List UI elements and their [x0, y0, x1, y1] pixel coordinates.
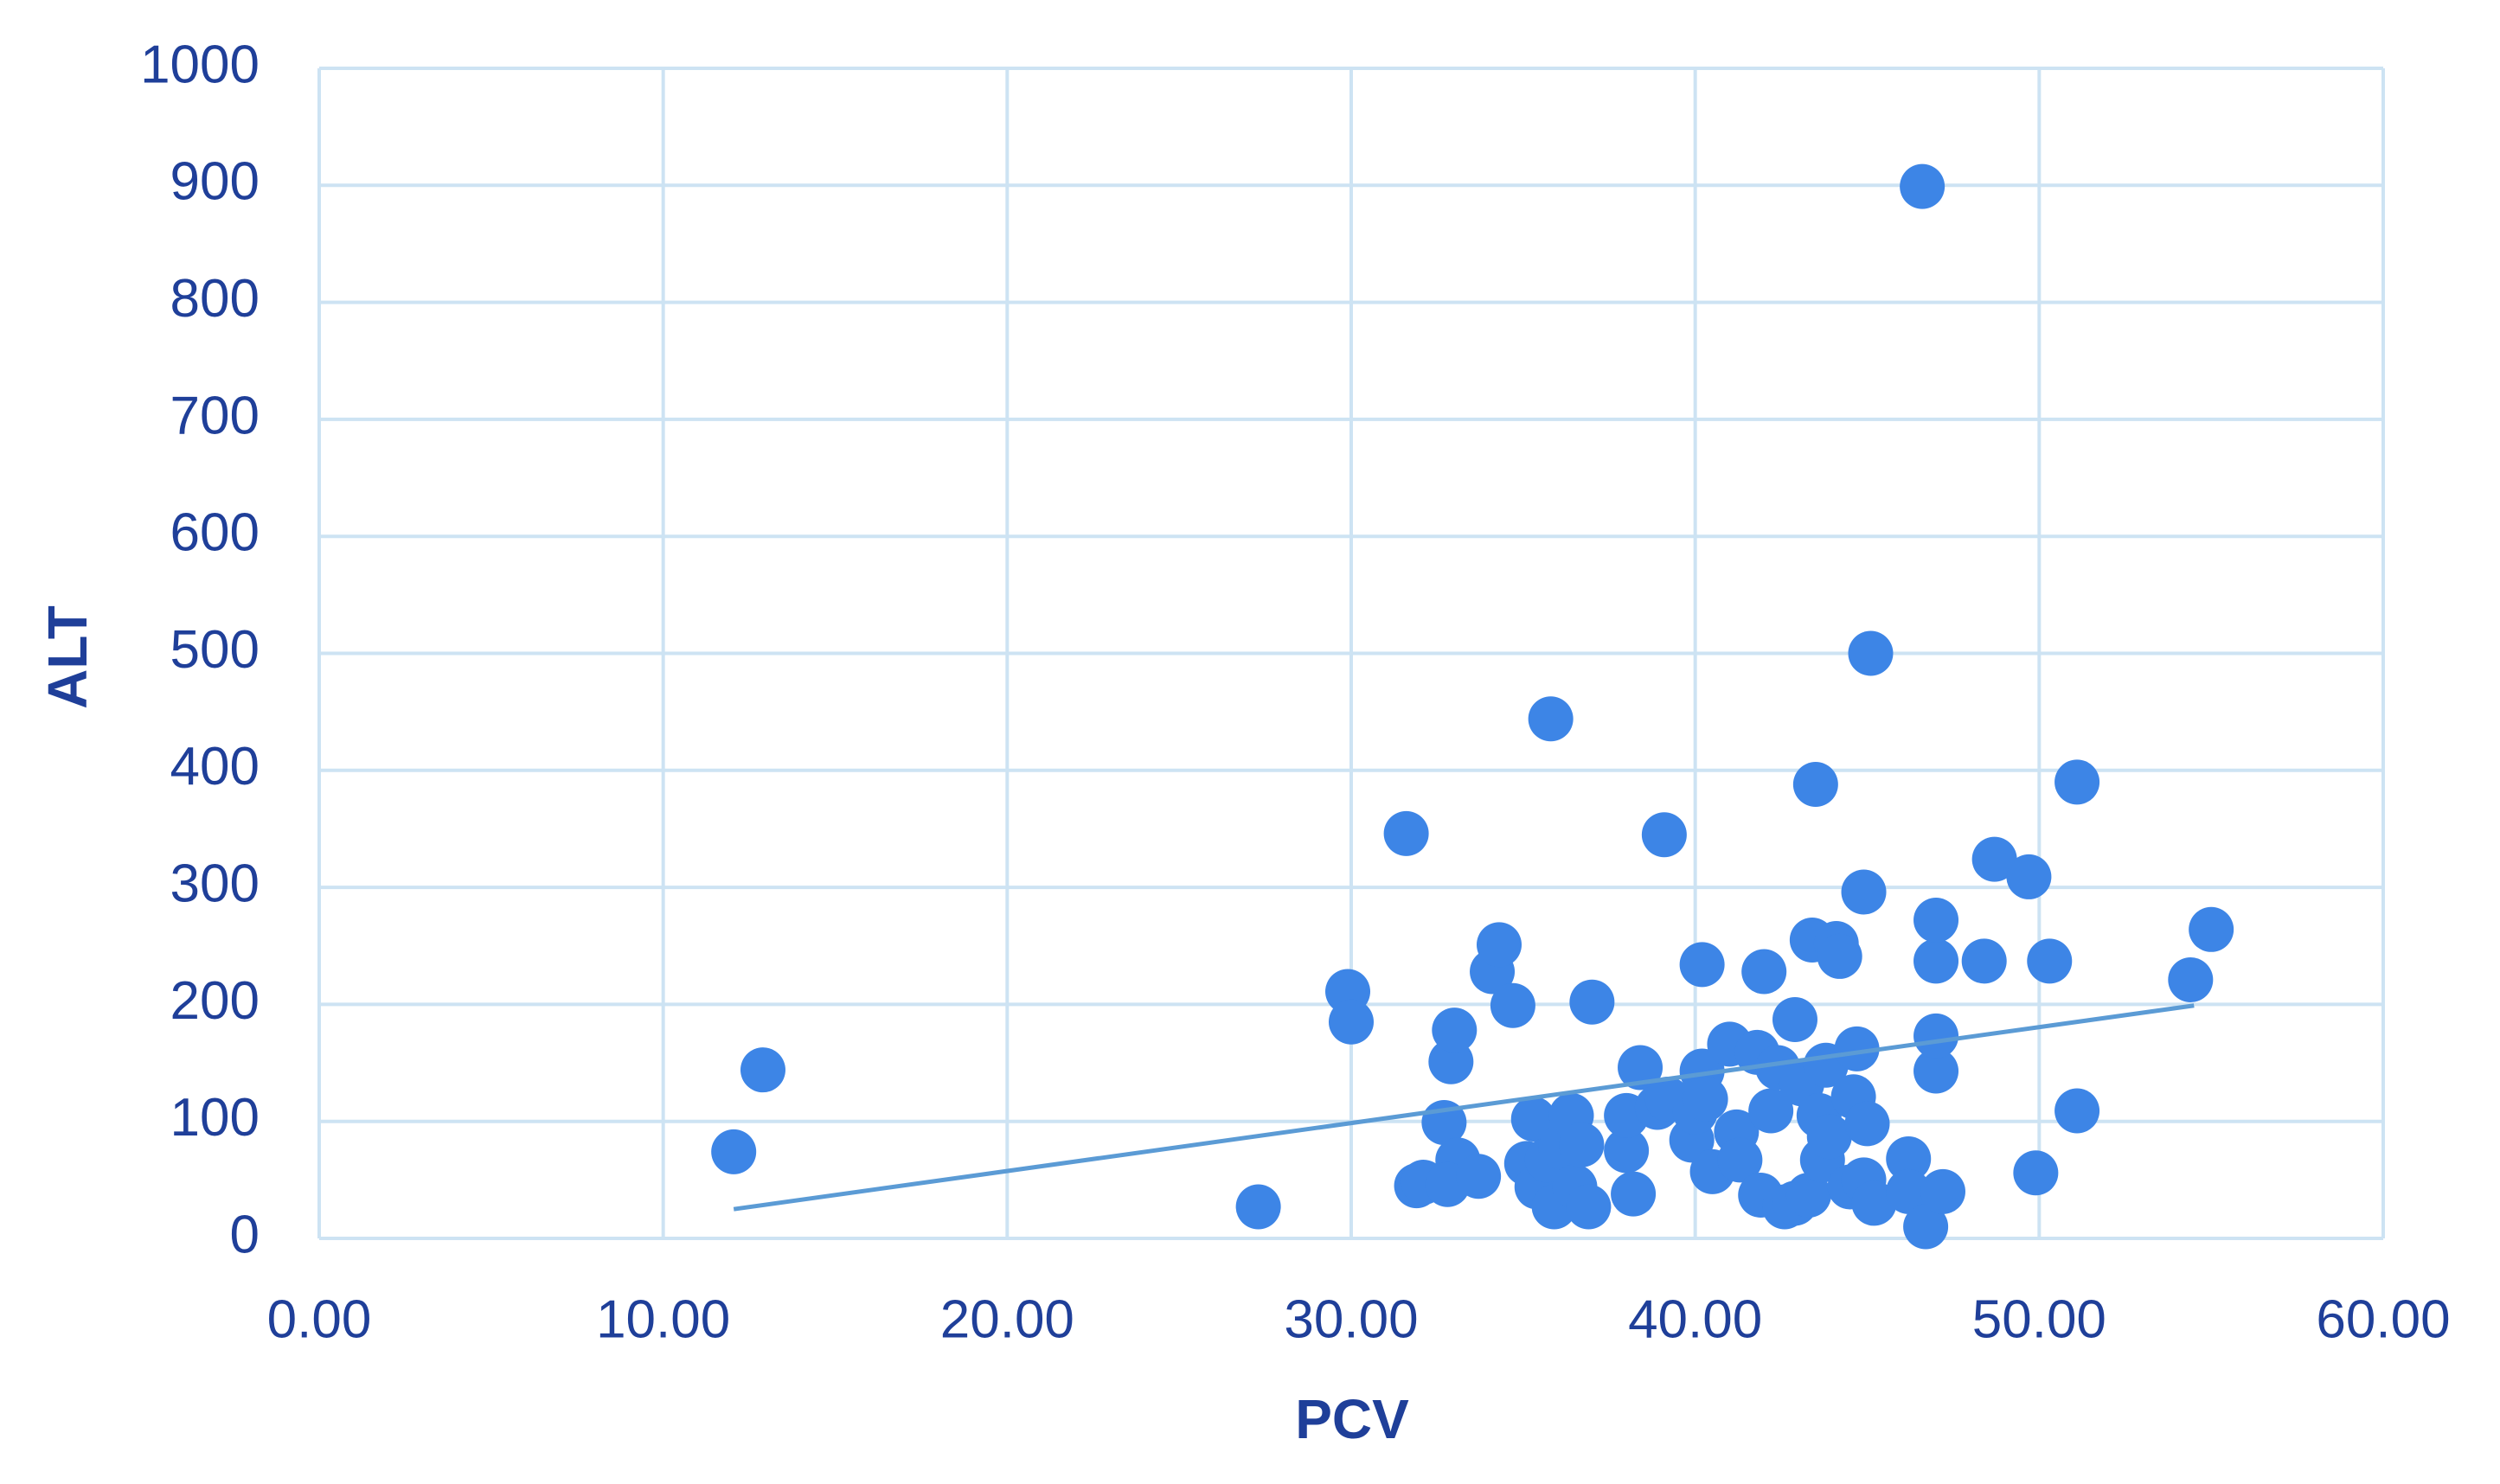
point — [1961, 938, 2007, 984]
point — [1748, 1088, 1794, 1134]
point — [2006, 854, 2052, 899]
point — [1841, 869, 1887, 915]
y-tick-label: 0 — [230, 1205, 260, 1264]
point — [1900, 163, 1946, 209]
point — [2189, 906, 2234, 952]
y-axis-title: ALT — [36, 605, 99, 709]
x-axis-title: PCV — [1295, 1388, 1409, 1450]
point — [1383, 810, 1429, 856]
point — [1920, 1168, 1965, 1214]
point — [1834, 1026, 1880, 1071]
point — [1559, 1122, 1605, 1167]
y-tick-label: 400 — [170, 737, 260, 796]
point — [740, 1047, 785, 1093]
point — [2027, 938, 2073, 984]
y-tick-label: 600 — [170, 503, 260, 563]
y-tick-label: 900 — [170, 152, 260, 212]
point — [1913, 1048, 1959, 1094]
y-tick-label: 100 — [170, 1088, 260, 1148]
point — [1792, 762, 1838, 808]
point — [1886, 1168, 1932, 1214]
point — [1903, 1204, 1949, 1250]
point — [1641, 812, 1687, 858]
point — [1235, 1184, 1281, 1230]
x-tick-label: 30.00 — [1284, 1289, 1418, 1349]
point — [1806, 1114, 1852, 1160]
point — [2054, 759, 2100, 805]
point — [2168, 956, 2214, 1002]
point — [1476, 922, 1522, 968]
point — [1329, 999, 1374, 1045]
point — [2013, 1150, 2059, 1196]
y-tick-label: 300 — [170, 854, 260, 913]
x-tick-label: 60.00 — [2316, 1289, 2450, 1349]
y-tick-label: 700 — [170, 386, 260, 445]
point — [1679, 942, 1725, 988]
point — [1913, 897, 1959, 943]
point — [1456, 1154, 1502, 1199]
point — [1432, 1007, 1478, 1053]
point — [1772, 996, 1817, 1042]
point — [1611, 1171, 1657, 1217]
point — [1785, 1172, 1831, 1218]
point — [1741, 949, 1787, 995]
point — [1817, 933, 1862, 979]
point — [1971, 836, 2017, 882]
x-tick-label: 50.00 — [1972, 1289, 2106, 1349]
x-tick-label: 20.00 — [940, 1289, 1074, 1349]
point — [1886, 1135, 1932, 1181]
x-tick-label: 10.00 — [596, 1289, 730, 1349]
x-tick-label: 0.00 — [267, 1289, 372, 1349]
y-tick-label: 800 — [170, 269, 260, 329]
point — [1618, 1045, 1663, 1091]
point — [1848, 630, 1894, 676]
point — [1569, 979, 1615, 1025]
point — [711, 1129, 757, 1174]
point — [2054, 1088, 2100, 1134]
point — [1683, 1076, 1728, 1122]
point — [1510, 1096, 1556, 1142]
point — [1528, 696, 1574, 742]
point — [1490, 982, 1535, 1028]
point — [1851, 1180, 1897, 1226]
y-tick-label: 200 — [170, 971, 260, 1031]
point — [1913, 938, 1959, 984]
y-tick-label: 1000 — [140, 35, 260, 94]
y-tick-label: 500 — [170, 620, 260, 680]
point — [1604, 1128, 1650, 1174]
x-tick-label: 40.00 — [1628, 1289, 1762, 1349]
point — [1566, 1184, 1612, 1230]
point — [1913, 1013, 1959, 1059]
point — [1844, 1101, 1890, 1147]
point — [1717, 1137, 1763, 1183]
trendline — [733, 1003, 2195, 1212]
